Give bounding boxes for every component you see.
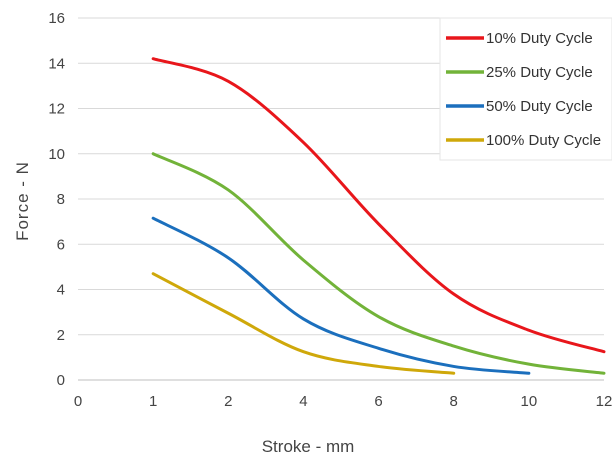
y-axis-title: Force - N xyxy=(13,161,32,241)
series-line-2 xyxy=(151,152,606,375)
legend: 10% Duty Cycle 25% Duty Cycle 50% Duty Cyc… xyxy=(439,17,612,161)
x-tick-label: 10 xyxy=(521,393,538,410)
x-tick-label: 2 xyxy=(224,393,232,410)
x-tick-label: 1 xyxy=(149,393,157,410)
x-tick-label: 12 xyxy=(596,393,612,410)
y-tick-label: 6 xyxy=(57,236,65,253)
y-tick-label: 10 xyxy=(48,146,65,163)
legend-box xyxy=(439,17,612,161)
y-tick-label: 12 xyxy=(48,101,65,118)
legend-label: 50% Duty Cycle xyxy=(486,98,593,115)
y-tick-label: 2 xyxy=(57,327,65,344)
x-tick-label: 8 xyxy=(450,393,458,410)
y-tick-label: 0 xyxy=(57,372,65,389)
x-tick-label: 6 xyxy=(374,393,382,410)
y-axis-ticks: 0 2 4 6 8 10 12 14 16 xyxy=(48,10,65,389)
x-tick-label: 0 xyxy=(74,393,82,410)
x-axis-title: Stroke - mm xyxy=(262,437,355,456)
series-line-4 xyxy=(151,272,456,375)
series-line-3 xyxy=(151,216,531,375)
y-tick-label: 14 xyxy=(48,55,65,72)
legend-label: 10% Duty Cycle xyxy=(486,30,593,47)
y-tick-label: 4 xyxy=(57,282,65,299)
x-tick-label: 4 xyxy=(299,393,307,410)
legend-label: 100% Duty Cycle xyxy=(486,132,601,149)
legend-label: 25% Duty Cycle xyxy=(486,64,593,81)
series-lines xyxy=(151,57,606,375)
x-axis-ticks: 0 1 2 4 6 8 10 12 xyxy=(74,393,612,410)
y-tick-label: 16 xyxy=(48,10,65,27)
gridlines xyxy=(78,17,604,381)
y-tick-label: 8 xyxy=(57,191,65,208)
series-line-1 xyxy=(151,57,606,354)
